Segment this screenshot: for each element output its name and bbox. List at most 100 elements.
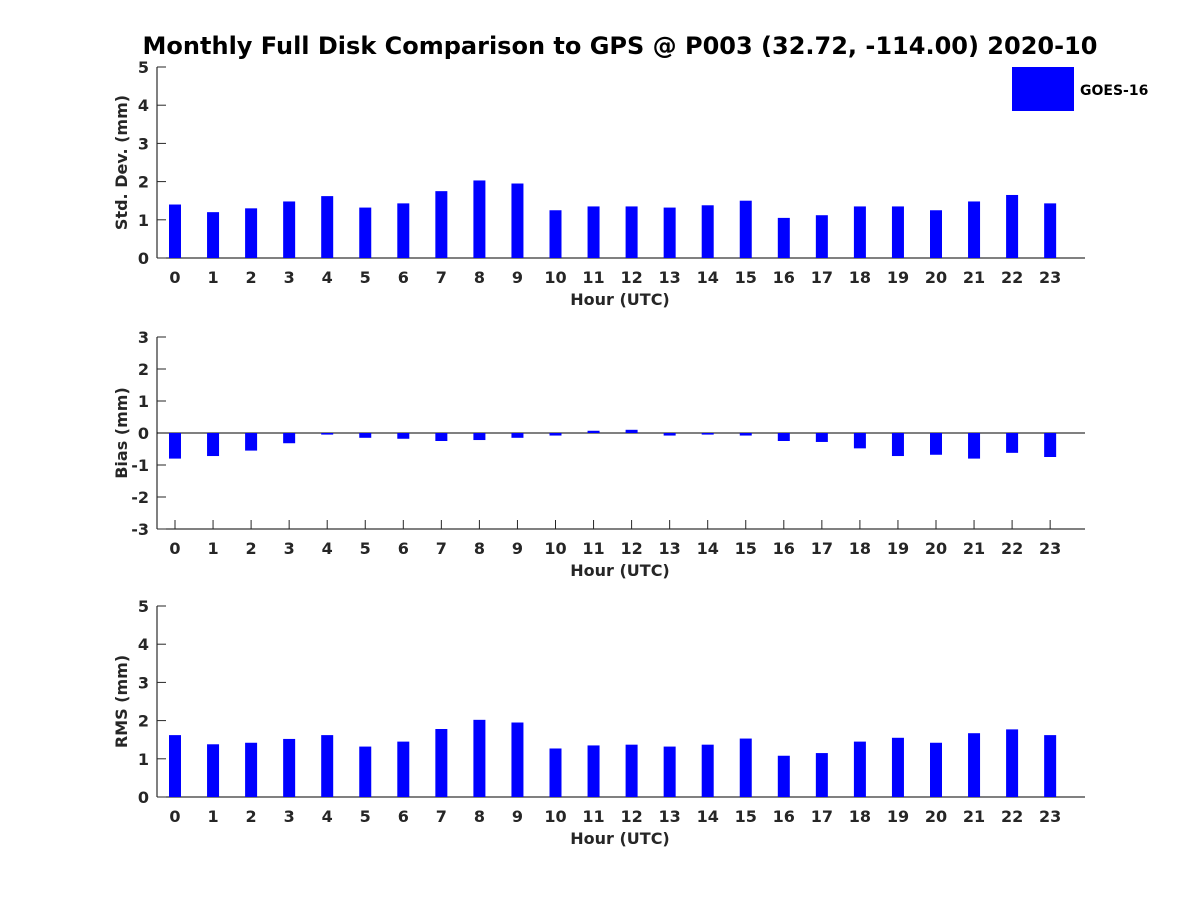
- bar-hour-15: [739, 738, 752, 797]
- x-tick-label: 20: [925, 268, 947, 287]
- legend-swatch: [1012, 67, 1074, 111]
- bar-hour-20: [930, 433, 942, 455]
- bar-hour-4: [321, 196, 334, 258]
- x-tick-label: 9: [512, 539, 523, 558]
- x-tick-label: 0: [169, 807, 180, 826]
- y-tick-label: 3: [138, 134, 149, 153]
- bar-hour-13: [663, 207, 676, 258]
- bar-hour-14: [701, 433, 714, 435]
- bar-hour-4: [321, 735, 334, 797]
- x-tick-label: 14: [697, 807, 719, 826]
- bar-hour-8: [473, 433, 486, 441]
- legend-label: GOES-16: [1080, 83, 1148, 99]
- y-tick-label: 4: [138, 635, 149, 654]
- bar-hour-9: [511, 722, 524, 797]
- x-tick-label: 8: [474, 539, 485, 558]
- bar-hour-9: [511, 183, 524, 258]
- y-tick-label: 0: [138, 788, 149, 807]
- x-tick-label: 4: [322, 807, 333, 826]
- x-tick-label: 19: [887, 268, 909, 287]
- x-tick-label: 4: [322, 539, 333, 558]
- bar-hour-19: [891, 737, 904, 797]
- legend: GOES-16: [1012, 67, 1148, 111]
- bar-hour-10: [549, 210, 562, 258]
- bar-hour-14: [701, 744, 714, 797]
- x-tick-label: 15: [735, 539, 757, 558]
- bar-hour-14: [701, 205, 714, 258]
- y-tick-label: 4: [138, 96, 149, 115]
- bar-hour-22: [1006, 433, 1019, 453]
- x-tick-label: 6: [398, 807, 409, 826]
- x-tick-label: 5: [360, 807, 371, 826]
- bar-hour-22: [1006, 729, 1019, 797]
- x-tick-label: 3: [284, 539, 295, 558]
- bar-hour-21: [968, 433, 981, 459]
- bar-hour-21: [968, 733, 981, 797]
- x-tick-label: 13: [659, 807, 681, 826]
- x-tick-label: 16: [773, 539, 795, 558]
- x-tick-label: 7: [436, 807, 447, 826]
- x-tick-label: 11: [582, 807, 604, 826]
- bar-hour-18: [853, 741, 866, 797]
- bar-hour-1: [207, 212, 220, 258]
- bar-hour-10: [549, 433, 562, 436]
- y-tick-label: 0: [138, 249, 149, 268]
- x-tick-label: 23: [1039, 539, 1061, 558]
- bar-hour-18: [853, 433, 866, 449]
- bar-hour-20: [930, 210, 942, 258]
- x-tick-label: 18: [849, 807, 871, 826]
- bar-hour-5: [359, 207, 372, 258]
- y-tick-label: 2: [138, 173, 149, 192]
- x-tick-label: 6: [398, 539, 409, 558]
- bar-hour-13: [663, 746, 676, 797]
- bar-hour-19: [891, 206, 904, 258]
- x-tick-label: 6: [398, 268, 409, 287]
- bar-hour-5: [359, 746, 372, 797]
- bar-hour-0: [169, 735, 181, 797]
- x-tick-label: 2: [246, 539, 257, 558]
- x-tick-label: 22: [1001, 539, 1023, 558]
- y-tick-label: 1: [138, 750, 149, 769]
- x-tick-label: 12: [620, 539, 642, 558]
- y-tick-label: -3: [131, 520, 149, 539]
- y-tick-label: -1: [131, 456, 149, 475]
- y-tick-label: -2: [131, 488, 149, 507]
- bar-hour-23: [1044, 203, 1057, 258]
- bar-hour-4: [321, 433, 334, 435]
- x-tick-label: 3: [284, 807, 295, 826]
- x-tick-label: 7: [436, 268, 447, 287]
- bar-hour-12: [625, 744, 638, 797]
- bar-hour-3: [283, 433, 296, 444]
- bar-hour-12: [625, 429, 638, 433]
- x-tick-label: 21: [963, 268, 985, 287]
- x-tick-label: 14: [697, 268, 719, 287]
- bar-hour-2: [245, 433, 258, 451]
- bar-hour-6: [397, 741, 410, 797]
- bar-hour-16: [777, 433, 790, 441]
- bar-hour-2: [245, 208, 258, 258]
- x-tick-label: 23: [1039, 268, 1061, 287]
- y-axis-label: Std. Dev. (mm): [112, 95, 131, 230]
- x-tick-label: 19: [887, 539, 909, 558]
- x-tick-label: 9: [512, 807, 523, 826]
- x-tick-label: 22: [1001, 268, 1023, 287]
- bar-hour-15: [739, 433, 752, 436]
- x-tick-label: 10: [544, 539, 566, 558]
- bar-hour-21: [968, 201, 981, 258]
- bar-hour-11: [587, 745, 600, 797]
- bar-hour-17: [815, 215, 828, 258]
- x-tick-label: 18: [849, 539, 871, 558]
- bar-hour-17: [815, 753, 828, 797]
- bar-hour-12: [625, 206, 638, 258]
- x-tick-label: 17: [811, 807, 833, 826]
- bar-hour-15: [739, 200, 752, 258]
- chart-title: Monthly Full Disk Comparison to GPS @ P0…: [143, 32, 1098, 60]
- y-tick-label: 3: [138, 328, 149, 347]
- x-tick-label: 21: [963, 807, 985, 826]
- bar-hour-22: [1006, 194, 1019, 258]
- bar-hour-6: [397, 203, 410, 258]
- bar-hour-3: [283, 201, 296, 258]
